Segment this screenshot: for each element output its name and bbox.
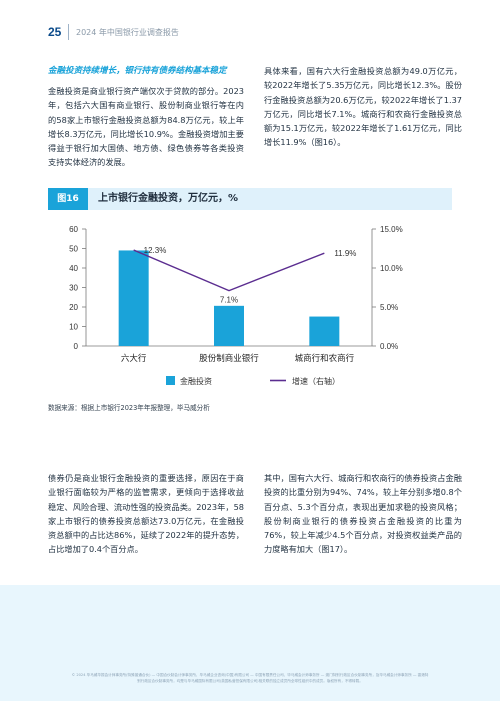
growth-data-label: 11.9% [334,249,356,258]
growth-data-label: 7.1% [220,296,238,305]
report-title: 2024 年中国银行业调查报告 [76,28,179,37]
right-tick-label: 15.0% [380,225,403,234]
left-tick-label: 60 [69,225,78,234]
right-tick-label: 10.0% [380,264,403,273]
paragraph-bonds: 债券仍是商业银行金融投资的重要选择，原因在于商业银行面临较为严格的监管需求，更倾… [48,473,244,555]
page-footer [0,585,500,701]
growth-line [133,249,325,292]
right-tick-label: 0.0% [380,342,398,351]
legend-bar-swatch [166,376,175,385]
right-tick-label: 5.0% [380,303,398,312]
bar-2 [214,305,244,346]
figure-title: 上市银行金融投资，万亿元，% [98,193,239,204]
investment-chart: 0 10 20 30 40 50 60 0.0% 5.0% 10.0% 15.0% 六大行 股份制商业银… [69,225,403,386]
section-heading: 金融投资持续增长，银行持有债券结构基本稳定 [48,66,227,76]
left-tick-label: 50 [69,245,78,254]
left-tick-label: 40 [69,264,78,273]
legend-bar-label: 金融投资 [180,376,212,386]
left-tick-label: 20 [69,303,78,312]
page-number: 25 [48,25,62,39]
paragraph-detail: 具体来看，国有六大行金融投资总额为49.0万亿元，较2022年增长了5.35万亿… [264,66,462,148]
figure-title-bar [48,188,452,210]
left-tick-label: 10 [69,323,78,332]
figure-tag: 图16 [48,188,88,210]
page-header: 25 2024 年中国银行业调查报告 [0,0,500,52]
bar-1 [118,250,149,346]
bar-3 [309,316,340,346]
paragraph-intro: 金融投资是商业银行资产端仅次于贷款的部分。2023年，包括六大国有商业银行、股份… [48,86,244,168]
legend-line-label: 增速（右轴） [292,376,340,386]
category-label: 城商行和农商行 [295,353,355,364]
category-label: 六大行 [121,353,147,364]
left-tick-label: 30 [69,284,78,293]
copyright-note: © 2024 毕马威华振会计师事务所(特殊普通合伙) — 中国合伙制会计师事务所… [71,673,429,683]
header-divider [68,24,69,40]
paragraph-bond-ratio: 其中，国有六大行、城商行和农商行的债券投资占金融投资的比重分别为94%、74%，… [264,473,462,555]
category-label: 股份制商业银行 [199,353,259,364]
data-source-note: 数据来源：根据上市银行2023年年报整理，毕马威分析 [48,404,210,412]
left-tick-label: 0 [74,342,79,351]
growth-data-label: 12.3% [144,246,167,255]
